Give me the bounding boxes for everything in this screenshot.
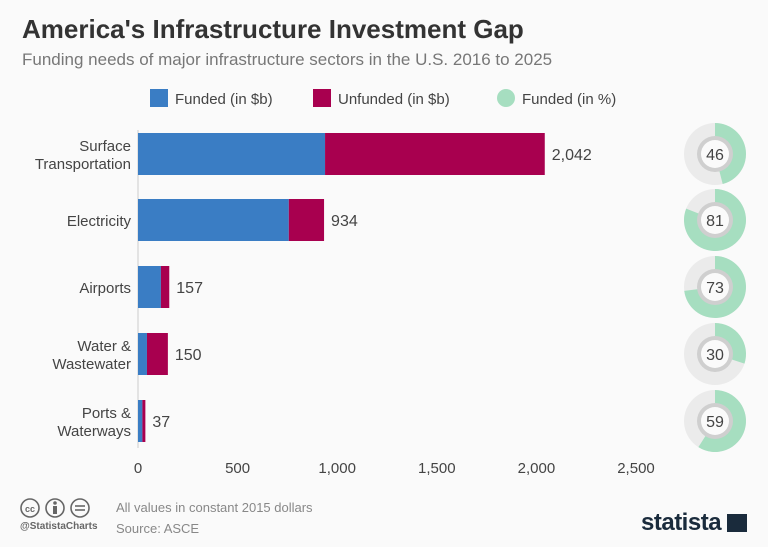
- svg-text:cc: cc: [25, 504, 35, 514]
- category-label: Waterways: [57, 423, 131, 440]
- donut-percent-label: 81: [706, 213, 724, 230]
- no-derivatives-icon: [70, 498, 90, 518]
- legend-label: Funded (in $b): [175, 91, 273, 108]
- x-tick-label: 2,000: [518, 460, 556, 477]
- bar-funded: [138, 133, 326, 175]
- total-label: 150: [175, 347, 202, 364]
- category-label: Airports: [79, 280, 131, 297]
- bar-unfunded: [325, 133, 545, 175]
- donut-percent-label: 46: [706, 147, 724, 164]
- x-tick-label: 0: [134, 460, 142, 477]
- x-tick-label: 2,500: [617, 460, 655, 477]
- bar-funded: [138, 199, 289, 241]
- donut-center: [701, 273, 729, 301]
- bar-unfunded: [288, 199, 325, 241]
- donut-percent-label: 59: [706, 414, 724, 431]
- cc-icon: [20, 498, 40, 518]
- footer-note: All values in constant 2015 dollars: [116, 500, 313, 515]
- category-label: Water &: [77, 338, 131, 355]
- statista-logo: statista: [641, 509, 748, 537]
- bar-unfunded: [146, 333, 168, 375]
- bar-funded: [138, 333, 147, 375]
- x-tick-label: 500: [225, 460, 250, 477]
- donut-percent-label: 30: [706, 347, 724, 364]
- statista-logo-icon: [727, 514, 748, 532]
- total-label: 934: [331, 213, 358, 230]
- x-tick-label: 1,500: [418, 460, 456, 477]
- statista-handle: @StatistaCharts: [20, 521, 98, 532]
- total-label: 37: [152, 414, 170, 431]
- legend-swatch: [497, 89, 515, 107]
- bar-funded: [138, 266, 161, 308]
- category-label: Wastewater: [52, 356, 131, 373]
- donut-percent-label: 73: [706, 280, 724, 297]
- bar-unfunded: [160, 266, 170, 308]
- chart-subtitle: Funding needs of major infrastructure se…: [22, 50, 553, 69]
- donut-center: [701, 206, 729, 234]
- legend-swatch: [150, 89, 168, 107]
- category-label: Surface: [79, 138, 131, 155]
- donut-center: [701, 140, 729, 168]
- donut-center: [701, 340, 729, 368]
- donut-center: [701, 407, 729, 435]
- total-label: 2,042: [552, 147, 592, 164]
- chart-title: America's Infrastructure Investment Gap: [22, 14, 524, 44]
- attribution-icon: [45, 498, 65, 518]
- total-label: 157: [176, 280, 203, 297]
- x-tick-label: 1,000: [318, 460, 356, 477]
- license-icons: cc: [20, 498, 90, 518]
- footer-source: Source: ASCE: [116, 521, 200, 536]
- legend-label: Unfunded (in $b): [338, 91, 450, 108]
- category-label: Electricity: [67, 213, 132, 230]
- bar-unfunded: [142, 400, 146, 442]
- legend-label: Funded (in %): [522, 91, 616, 108]
- category-label: Transportation: [35, 156, 131, 173]
- bar-funded: [138, 400, 143, 442]
- category-label: Ports &: [82, 405, 131, 422]
- legend-swatch: [313, 89, 331, 107]
